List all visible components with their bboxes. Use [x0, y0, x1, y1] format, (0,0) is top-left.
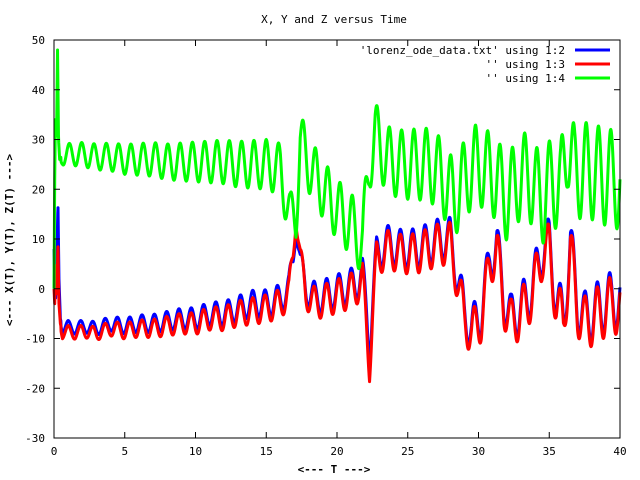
x-tick-label: 25 — [401, 445, 414, 458]
y-tick-label: 10 — [32, 233, 45, 246]
x-tick-label: 40 — [613, 445, 626, 458]
chart-title: X, Y and Z versus Time — [261, 13, 407, 26]
legend-label-1: 'lorenz_ode_data.txt' using 1:2 — [360, 44, 565, 57]
series-line-3 — [52, 48, 622, 289]
y-tick-label: -30 — [25, 432, 45, 445]
y-tick-label: 30 — [32, 134, 45, 147]
x-tick-label: 30 — [472, 445, 485, 458]
y-tick-label: -20 — [25, 382, 45, 395]
x-tick-label: 35 — [543, 445, 556, 458]
y-tick-label: 20 — [32, 183, 45, 196]
x-tick-label: 5 — [121, 445, 128, 458]
y-tick-label: 40 — [32, 84, 45, 97]
x-tick-label: 15 — [260, 445, 273, 458]
series-line-2 — [52, 220, 622, 384]
x-tick-label: 10 — [189, 445, 202, 458]
y-tick-label: -10 — [25, 333, 45, 346]
y-axis-label: <--- X(T), Y(T), Z(T) ---> — [3, 154, 16, 327]
legend-label-3: '' using 1:4 — [486, 72, 566, 85]
x-tick-label: 20 — [330, 445, 343, 458]
y-tick-label: 0 — [38, 283, 45, 296]
legend-label-2: '' using 1:3 — [486, 58, 565, 71]
x-axis-label: <--- T ---> — [298, 463, 371, 476]
x-tick-label: 0 — [51, 445, 58, 458]
y-tick-label: 50 — [32, 34, 45, 47]
legend: 'lorenz_ode_data.txt' using 1:2'' using … — [360, 44, 610, 85]
axes-layer: 0 5 10 15 20 25 30 35 40 -30 -20 -10 0 10 20 30 40 50 — [25, 34, 627, 458]
series-layer — [52, 48, 622, 384]
